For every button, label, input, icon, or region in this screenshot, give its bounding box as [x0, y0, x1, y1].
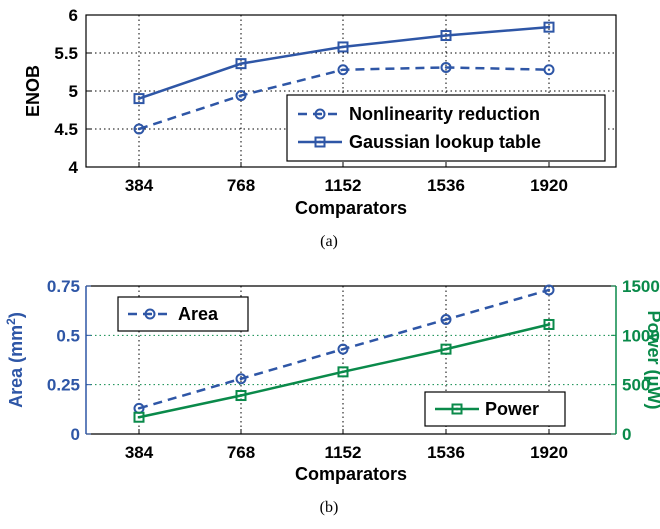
x-axis-label: Comparators [295, 198, 407, 218]
data-point-s1-0 [133, 93, 145, 105]
data-point-s0-2 [337, 343, 349, 355]
data-point-s1-4 [543, 318, 555, 330]
legend-box-0 [117, 296, 249, 332]
x-tick-label: 768 [227, 443, 255, 462]
data-point-s1-4-dot [547, 25, 551, 29]
panel-b-area-power-chart: 384 768 1152 1536 1920 0 0.25 0.5 0.75 0 500 1000 15… [4, 277, 660, 516]
data-point-s0-2-dot [341, 347, 345, 351]
data-point-s0-1 [235, 90, 247, 102]
y-left-tick-label: 0.75 [47, 277, 80, 296]
legend-entry: Nonlinearity reduction [349, 104, 540, 124]
data-point-s1-3-dot [444, 347, 448, 351]
legend-marker-1-dot [318, 140, 322, 144]
legend-marker-1 [451, 403, 463, 415]
y-right-axis-label: Power (μW) [644, 310, 660, 409]
data-point-s1-1-dot [239, 394, 243, 397]
x-tick-label: 1536 [427, 443, 465, 462]
y-axis-label: ENOB [23, 65, 43, 117]
data-point-s0-0 [133, 123, 145, 135]
data-point-s0-1-dot [239, 377, 243, 380]
y-left-axis-label-close: ) [6, 312, 26, 318]
y-tick-label: 4 [69, 158, 79, 177]
y-left-axis-label-main: Area (mm [6, 325, 26, 408]
y-tick-label: 6 [69, 6, 78, 25]
data-point-s0-3-dot [444, 318, 448, 321]
y-tick-label: 5.5 [54, 44, 78, 63]
y-right-tick-label: 1000 [622, 326, 660, 345]
x-tick-label: 1920 [530, 176, 568, 195]
data-point-s1-1 [235, 58, 247, 70]
data-point-s0-0-dot [137, 407, 141, 410]
data-point-s1-0 [133, 411, 145, 423]
y-left-axis-label: Area (mm2) [4, 312, 26, 408]
panel-caption: (b) [320, 499, 339, 516]
legend-marker-0 [314, 108, 326, 120]
y-left-tick-label: 0.25 [47, 376, 80, 395]
data-point-s0-2 [337, 64, 349, 76]
data-point-s1-3-dot [444, 34, 448, 37]
legend-marker-0-dot [318, 112, 322, 116]
x-tick-label: 1152 [325, 443, 362, 462]
data-point-s1-3 [440, 30, 452, 42]
x-axis-label: Comparators [295, 464, 407, 484]
data-point-s1-2-dot [341, 370, 345, 374]
y-right-tick-label: 500 [622, 376, 650, 395]
y-left-axis-label-sup: 2 [4, 318, 18, 325]
data-point-s1-1 [235, 390, 247, 402]
x-tick-label: 1536 [427, 176, 465, 195]
data-point-s1-3 [440, 343, 452, 355]
panel-caption: (a) [320, 233, 338, 250]
data-point-s0-4-dot [547, 68, 551, 71]
y-left-tick-label: 0 [71, 425, 80, 444]
data-point-s1-4-dot [547, 323, 551, 326]
y-right-tick-label: 0 [622, 425, 631, 444]
legend-marker-1 [314, 136, 326, 148]
data-point-s0-0-dot [137, 127, 141, 131]
data-point-s0-2-dot [341, 68, 345, 71]
data-point-s1-1-dot [239, 62, 243, 65]
y-right-tick-label: 1500 [622, 277, 660, 296]
panel-a-enob-chart: 384 768 1152 1536 1920 4 4.5 5 5.5 6 Comparators EN… [23, 6, 617, 250]
legend-box [286, 94, 606, 162]
data-point-s1-2 [337, 366, 349, 378]
data-point-s0-4 [543, 64, 555, 76]
data-point-s0-3 [440, 314, 452, 326]
x-tick-label: 384 [125, 176, 154, 195]
data-point-s0-1-dot [239, 94, 243, 97]
x-tick-label: 384 [125, 443, 154, 462]
legend-entry: Power [485, 399, 539, 419]
legend-marker-0 [144, 308, 156, 320]
legend-entry: Gaussian lookup table [349, 132, 541, 152]
data-point-s0-3-dot [444, 66, 448, 69]
data-point-s1-0-dot [137, 416, 141, 419]
legend-marker-0-dot [148, 312, 152, 316]
y-left-tick-label: 0.5 [56, 326, 80, 345]
data-point-s1-2 [337, 41, 349, 53]
legend-entry: Area [178, 304, 219, 324]
legend-marker-1-dot [455, 407, 459, 411]
x-tick-label: 1152 [325, 176, 362, 195]
data-point-s0-3 [440, 61, 452, 73]
x-tick-label: 768 [227, 176, 255, 195]
x-tick-label: 1920 [530, 443, 568, 462]
data-point-s1-2-dot [341, 45, 345, 49]
data-point-s0-4 [543, 284, 555, 296]
data-point-s0-1 [235, 373, 247, 385]
data-point-s1-0-dot [137, 97, 141, 100]
data-point-s0-4-dot [547, 288, 551, 292]
y-tick-label: 4.5 [54, 120, 78, 139]
data-point-s1-4 [543, 21, 555, 33]
y-tick-label: 5 [69, 82, 78, 101]
